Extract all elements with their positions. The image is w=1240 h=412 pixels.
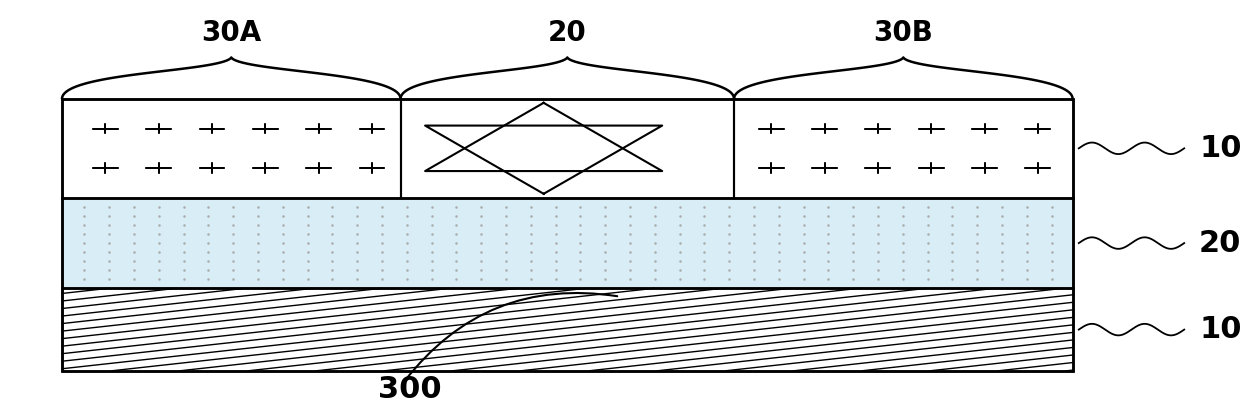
Text: 300: 300: [378, 375, 441, 404]
Bar: [62, 99, 1073, 371]
Text: 200: 200: [1199, 229, 1240, 258]
Text: 100: 100: [1199, 315, 1240, 344]
Bar: [62, 288, 1073, 371]
Text: 30B: 30B: [873, 19, 934, 47]
Bar: [734, 99, 1073, 198]
Bar: [62, 99, 1073, 198]
Text: 30A: 30A: [201, 19, 262, 47]
Text: 10: 10: [1199, 134, 1240, 163]
Bar: [62, 198, 1073, 288]
Bar: [62, 99, 401, 198]
Bar: [62, 99, 1073, 371]
Text: 20: 20: [548, 19, 587, 47]
